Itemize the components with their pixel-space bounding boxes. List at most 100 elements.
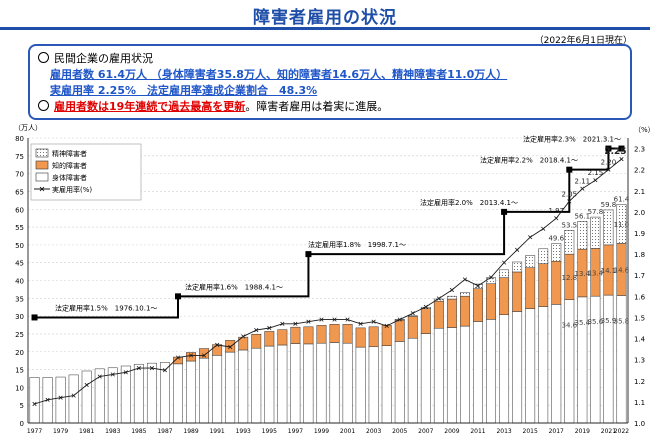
total-label: 49.6: [548, 234, 564, 242]
physical-bar: [355, 346, 366, 424]
circle-bullet-icon: [38, 52, 49, 63]
summary-heading: 民間企業の雇用状況: [54, 52, 153, 65]
physical-bar: [251, 347, 262, 424]
rate-label: 2.11: [575, 178, 591, 186]
statutory-rate-line: [34, 147, 622, 319]
left-tick-label: 25: [15, 331, 24, 339]
intellectual-bar: [329, 324, 340, 343]
physical-bar: [460, 325, 470, 424]
physical-bar: [446, 327, 457, 424]
intellectual-label: 13.4: [588, 269, 604, 277]
right-axis-unit: （%）: [634, 126, 650, 134]
mental-bar: [564, 230, 575, 255]
left-tick-label: 50: [15, 242, 24, 250]
statutory-rate-label: 法定雇用率2.3% 2021.3.1～: [523, 135, 621, 144]
statutory-rate-label: 法定雇用率1.5% 1976.10.1～: [55, 303, 157, 312]
title-divider: [0, 27, 650, 30]
legend-marker: [39, 186, 45, 192]
rate-label: 2.25: [604, 147, 626, 157]
rate-marker: [254, 328, 259, 333]
x-tick-label: 2015: [523, 428, 538, 435]
rate-marker: [162, 368, 168, 373]
intellectual-bar: [512, 271, 523, 312]
rate-marker: [619, 157, 624, 162]
intellectual-bar: [264, 331, 275, 347]
physical-bar: [512, 311, 523, 424]
x-tick-label: 1977: [27, 428, 42, 435]
summary-heading-row: 民間企業の雇用状況: [38, 50, 153, 66]
physical-bar: [160, 362, 170, 424]
right-tick-label: 1.8: [634, 251, 645, 259]
physical-label: 35.4: [575, 319, 591, 327]
right-tick-label: 2.0: [634, 209, 645, 217]
legend-swatch: [35, 160, 49, 170]
statutory-marker: [566, 166, 573, 173]
rate-marker: [202, 353, 207, 358]
physical-bar: [486, 319, 496, 424]
physical-bar: [173, 363, 183, 424]
x-tick-label: 1999: [314, 428, 329, 435]
legend-label: 身体障害者: [52, 173, 87, 182]
intellectual-bar: [381, 325, 392, 346]
legend-label: 精神障害者: [52, 149, 87, 158]
x-tick-label: 1979: [53, 428, 68, 435]
left-tick-label: 60: [15, 206, 24, 214]
rate-marker: [384, 323, 389, 328]
physical-bar: [186, 360, 196, 424]
intellectual-bar: [460, 295, 470, 327]
physical-bar: [212, 355, 223, 424]
x-tick-label: 1989: [183, 428, 198, 435]
rate-marker: [267, 325, 272, 331]
physical-bar: [329, 342, 340, 424]
right-tick-label: 1.9: [634, 230, 645, 238]
physical-bar: [133, 363, 144, 424]
left-tick-label: 45: [15, 260, 24, 268]
rate-marker: [228, 344, 233, 350]
intellectual-bar: [525, 267, 536, 309]
physical-label: 35.6: [588, 318, 604, 326]
data-labels: 49.6 53.556.157.859.861.4 34.635.435.635.9…: [548, 147, 629, 330]
rate-marker: [502, 260, 507, 265]
statutory-marker: [175, 293, 181, 300]
rate-label: 1.97: [548, 207, 564, 215]
physical-bar: [473, 321, 483, 424]
rate-marker: [241, 334, 246, 339]
left-tick-label: 65: [15, 188, 24, 196]
physical-bar: [551, 304, 562, 424]
physical-bar: [290, 343, 301, 424]
physical-bar: [616, 295, 627, 424]
intellectual-bar: [290, 326, 301, 344]
mental-bar: [525, 255, 536, 268]
intellectual-bar: [355, 327, 366, 348]
right-tick-label: 1.7: [634, 272, 645, 280]
rate-marker: [423, 304, 428, 309]
actual-rate-line: [32, 157, 624, 407]
x-tick-label: 1991: [209, 428, 224, 435]
left-tick-label: 55: [15, 224, 24, 232]
physical-bar: [420, 333, 431, 424]
intellectual-bar: [316, 325, 327, 344]
rate-marker: [345, 317, 350, 322]
intellectual-bar: [303, 326, 314, 345]
intellectual-bar: [342, 324, 353, 344]
rate-marker: [319, 317, 324, 322]
intellectual-bar: [473, 288, 483, 322]
intellectual-bar: [486, 283, 496, 320]
rate-marker: [515, 247, 520, 252]
rate-marker: [188, 353, 194, 358]
right-tick-label: 1.5: [634, 314, 645, 322]
legend-label: 知的障害者: [52, 161, 87, 170]
physical-bar: [433, 327, 444, 424]
statutory-rate-label: 法定雇用率1.8% 1998.7.1～: [308, 240, 406, 249]
intellectual-bar: [186, 352, 196, 362]
mental-bar: [499, 269, 510, 278]
mental-label: 11.0: [614, 221, 630, 229]
x-tick-label: 2013: [496, 428, 511, 435]
rate-marker: [32, 401, 37, 407]
physical-bar: [499, 314, 510, 424]
statutory-rate-label: 法定雇用率1.6% 1988.4.1～: [185, 282, 283, 291]
employment-chart: 法定雇用率1.5% 1976.10.1～ 法定雇用率1.6% 1988.4.1～ 法…: [14, 124, 650, 435]
right-tick-label: 1.4: [634, 336, 646, 344]
x-tick-label: 2011: [470, 428, 485, 435]
